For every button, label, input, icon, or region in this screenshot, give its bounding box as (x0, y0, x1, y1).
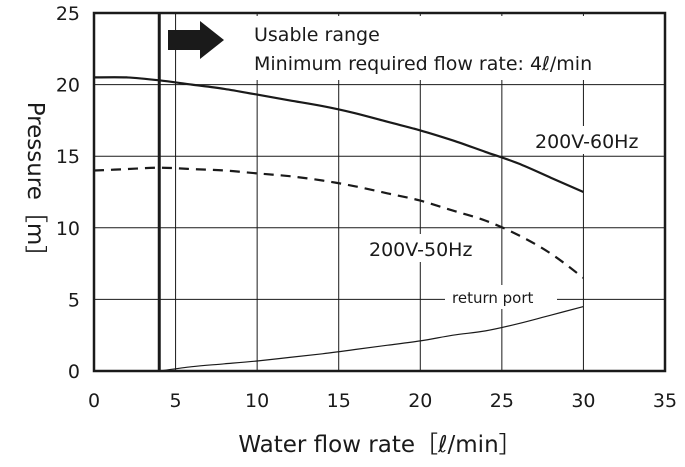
plot-frame (92, 11, 667, 373)
x-tick-10: 10 (245, 390, 269, 412)
y-tick-15: 15 (56, 146, 80, 168)
series-label-200v-60hz: 200V-60Hz (535, 131, 638, 153)
legend-50hz-background (362, 234, 492, 262)
x-axis-label: Water flow rate［ℓ/min］ (238, 432, 521, 458)
usable-range-arrow-icon (168, 21, 224, 59)
x-tick-25: 25 (490, 390, 514, 412)
series-line-return-port (159, 306, 584, 372)
minimum-flow-label: Minimum required flow rate: 4ℓ/min (254, 53, 592, 75)
x-tick-20: 20 (408, 390, 432, 412)
series-label-return-port: return port (452, 289, 533, 307)
x-tick-0: 0 (88, 390, 100, 412)
usable-range-label: Usable range (254, 24, 380, 46)
series-lines (93, 76, 585, 372)
y-tick-0: 0 (68, 361, 80, 383)
x-tick-5: 5 (170, 390, 182, 412)
series-label-200v-50hz: 200V-50Hz (369, 239, 472, 261)
y-tick-20: 20 (56, 75, 80, 97)
y-axis-label: Pressure［m］ (22, 102, 48, 269)
x-tick-35: 35 (653, 390, 677, 412)
y-tick-labels: 0 5 10 15 20 25 (56, 3, 80, 383)
y-tick-5: 5 (68, 289, 80, 311)
annotation-background (240, 16, 640, 80)
x-tick-15: 15 (327, 390, 351, 412)
y-tick-10: 10 (56, 218, 80, 240)
series-line-200v-60hz (93, 76, 584, 194)
plot-border (92, 11, 667, 373)
y-tick-25: 25 (56, 3, 80, 25)
x-tick-30: 30 (571, 390, 595, 412)
series-line-200v-50hz (93, 166, 585, 279)
legend-return-port-background (445, 285, 557, 309)
legend-60hz-background (528, 126, 658, 154)
x-tick-labels: 0 5 10 15 20 25 30 35 (88, 390, 677, 412)
